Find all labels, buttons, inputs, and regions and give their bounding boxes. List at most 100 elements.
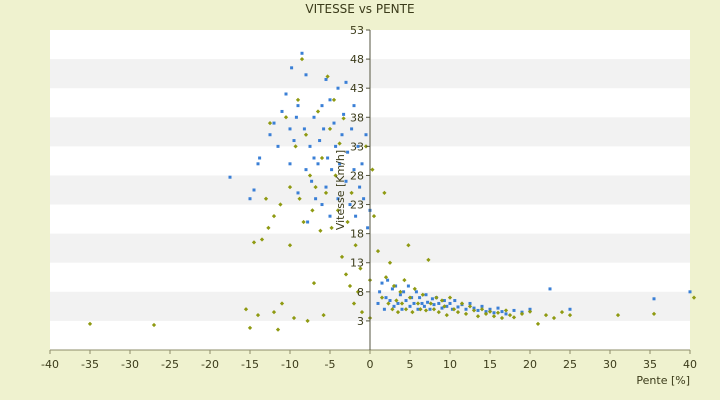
data-point <box>323 190 329 196</box>
data-point <box>484 310 488 314</box>
data-point <box>292 139 296 143</box>
y-axis-label: Vitesse [Km/h] <box>334 150 347 230</box>
data-point <box>422 304 426 308</box>
x-tick-label: -30 <box>121 358 139 371</box>
data-point <box>380 281 384 285</box>
data-point <box>354 214 358 218</box>
data-point <box>402 278 407 283</box>
data-point <box>320 203 324 207</box>
data-point <box>328 98 332 102</box>
data-point <box>276 144 280 148</box>
data-point <box>488 307 492 311</box>
chart-title: VITESSE vs PENTE <box>305 2 415 16</box>
data-point <box>453 299 457 303</box>
data-point <box>467 304 473 309</box>
data-point <box>499 315 505 321</box>
data-point <box>388 299 392 303</box>
data-point <box>319 155 325 161</box>
x-tick-label: -10 <box>281 358 299 371</box>
data-point <box>431 307 437 312</box>
data-point <box>379 295 385 300</box>
data-point <box>358 185 362 189</box>
data-point <box>418 296 422 300</box>
x-tick-label: 0 <box>367 358 374 371</box>
data-point <box>304 73 308 77</box>
data-point <box>396 301 400 305</box>
data-point <box>353 243 358 248</box>
data-point <box>336 197 340 201</box>
data-point <box>512 308 516 312</box>
data-point <box>400 307 404 311</box>
data-point <box>440 306 444 310</box>
data-point <box>251 240 257 245</box>
y-tick-label: 23 <box>350 199 364 212</box>
data-point <box>568 307 572 311</box>
data-point <box>442 299 446 303</box>
data-point <box>297 196 302 201</box>
data-point <box>312 115 316 119</box>
x-tick-label: 10 <box>443 358 457 371</box>
data-point <box>302 127 306 131</box>
data-point <box>272 121 276 125</box>
data-point <box>420 292 425 297</box>
y-tick-label: 8 <box>357 286 364 299</box>
data-point <box>316 162 320 166</box>
data-point <box>324 185 328 189</box>
data-point <box>275 327 281 332</box>
x-tick-label: -40 <box>41 358 59 371</box>
y-tick-label: 53 <box>350 24 364 37</box>
data-point <box>304 168 308 172</box>
data-point <box>312 156 316 160</box>
data-point <box>391 283 397 289</box>
data-point <box>442 304 447 309</box>
data-point <box>278 202 283 207</box>
data-point <box>350 127 354 131</box>
data-point <box>376 301 380 305</box>
data-point <box>243 307 249 312</box>
data-point <box>307 173 313 178</box>
data-point <box>548 287 552 291</box>
data-point <box>322 127 326 131</box>
data-point <box>343 272 349 277</box>
data-point <box>358 266 363 271</box>
data-point <box>256 162 260 166</box>
data-point <box>386 301 391 306</box>
data-point <box>691 295 697 300</box>
data-point <box>337 141 342 146</box>
data-point <box>352 104 356 108</box>
data-point <box>305 318 310 324</box>
data-point <box>247 325 253 331</box>
data-point <box>293 144 298 149</box>
data-point <box>266 225 271 230</box>
data-point <box>471 308 477 313</box>
y-tick-label: 28 <box>350 169 364 182</box>
x-tick-label: 5 <box>407 358 414 371</box>
data-point <box>151 322 157 328</box>
data-point <box>436 310 441 315</box>
data-point <box>345 219 350 225</box>
data-point <box>459 301 465 306</box>
data-point <box>335 208 341 213</box>
data-point <box>475 314 481 319</box>
x-tick-label: -35 <box>81 358 99 371</box>
data-point <box>356 144 360 148</box>
data-point <box>652 297 656 301</box>
x-tick-label: -5 <box>325 358 336 371</box>
data-point <box>279 301 285 306</box>
y-tick-label: 38 <box>350 111 364 124</box>
data-point <box>504 312 508 316</box>
data-point <box>424 293 428 297</box>
data-point <box>476 308 480 312</box>
y-tick-label: 33 <box>350 140 364 153</box>
data-point <box>511 315 517 320</box>
data-point <box>300 51 304 55</box>
data-point <box>492 311 496 315</box>
data-point <box>344 179 348 183</box>
data-point <box>263 196 269 201</box>
data-point <box>371 214 377 219</box>
data-point <box>332 121 336 125</box>
data-point <box>412 286 417 292</box>
data-point <box>428 307 432 311</box>
data-point <box>390 307 395 312</box>
